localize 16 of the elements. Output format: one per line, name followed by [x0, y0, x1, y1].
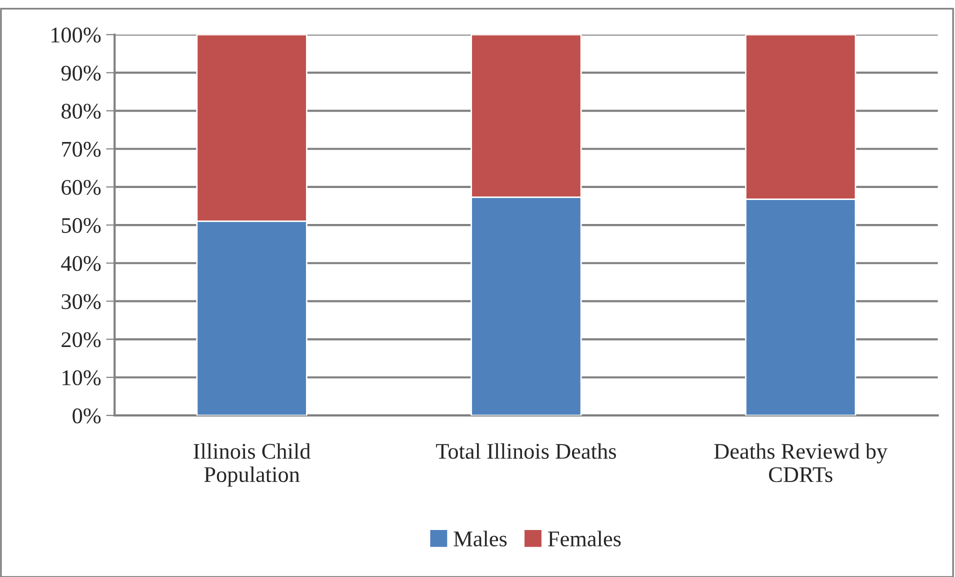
legend-label: Males [454, 530, 507, 546]
x-tick-label: Total Illinois Deaths [436, 443, 616, 459]
y-tick-label: 0% [72, 408, 101, 424]
y-tick-label: 90% [61, 66, 101, 81]
y-tick-label: 10% [62, 370, 101, 386]
y-tick-label: 30% [62, 294, 101, 310]
x-tick-label: Deaths Reviewd by CDRTs [714, 443, 888, 482]
y-tick-label: 20% [62, 332, 101, 348]
x-tick-label: Illinois Child Population [194, 443, 310, 487]
y-tick-label: 50% [62, 218, 101, 234]
y-tick-label: 40% [61, 256, 101, 272]
y-tick-label: 80% [62, 104, 101, 119]
y-tick-label: 60% [62, 180, 101, 195]
y-tick-label: 100% [52, 28, 101, 43]
legend-label: Females [548, 530, 621, 546]
y-tick-label: 70% [62, 142, 101, 157]
